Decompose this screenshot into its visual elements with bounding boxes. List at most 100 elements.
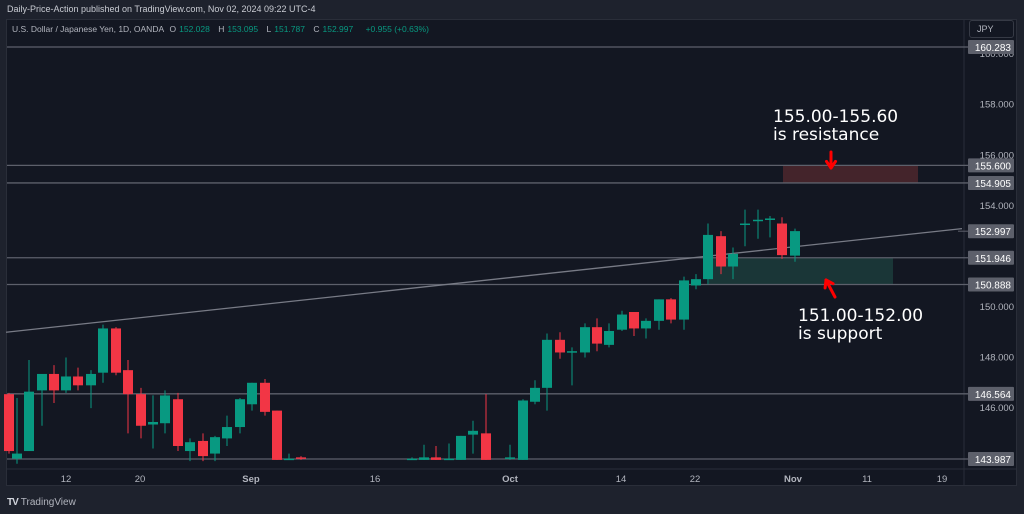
price-change: +0.955 (+0.63%) (365, 24, 429, 34)
bearish-candle[interactable] (481, 433, 491, 460)
price-level-label: 143.987 (975, 455, 1012, 466)
bullish-candle[interactable] (753, 219, 763, 222)
last-price-badge (968, 224, 1014, 239)
bullish-candle[interactable] (37, 373, 47, 391)
bullish-candle[interactable] (235, 399, 245, 428)
bullish-candle[interactable] (654, 299, 664, 321)
bullish-candle[interactable] (86, 373, 96, 386)
bullish-candle[interactable] (148, 421, 158, 425)
support-up-arrow-icon (824, 278, 837, 299)
bearish-candle[interactable] (296, 457, 306, 459)
bullish-candle[interactable] (12, 453, 22, 459)
bullish-candle[interactable] (24, 391, 34, 452)
ohlc-low: L 151.787 (266, 24, 305, 34)
bullish-candle[interactable] (185, 442, 195, 452)
bearish-candle[interactable] (198, 440, 208, 457)
price-tick-label: 150.000 (980, 302, 1014, 313)
tradingview-footer[interactable]: TV TradingView (7, 497, 76, 508)
bearish-candle[interactable] (136, 394, 146, 426)
price-level-label: 150.888 (975, 281, 1012, 292)
price-tick-label: 146.000 (980, 403, 1014, 414)
bullish-candle[interactable] (468, 430, 478, 435)
resistance-down-arrow-icon-head (824, 159, 838, 170)
support-up-arrow-icon-head (823, 278, 835, 290)
time-tick-label: 19 (937, 474, 948, 485)
bullish-candle[interactable] (790, 231, 800, 256)
publication-attribution: Daily-Price-Action published on TradingV… (7, 4, 316, 14)
bearish-candle[interactable] (555, 339, 565, 353)
last-price-label: 152.997 (975, 227, 1012, 238)
bullish-candle[interactable] (61, 376, 71, 391)
time-tick-label: 12 (61, 474, 72, 485)
price-level-badge (968, 158, 1014, 173)
price-level-badge (968, 250, 1014, 265)
bearish-candle[interactable] (431, 457, 441, 460)
price-level-label: 155.600 (975, 161, 1012, 172)
bearish-candle[interactable] (111, 328, 121, 373)
bullish-candle[interactable] (530, 387, 540, 402)
bullish-candle[interactable] (444, 458, 454, 461)
support-annotation: 151.00-152.00 is support (798, 306, 924, 344)
price-tick-label: 160.000 (980, 49, 1014, 60)
bullish-candle[interactable] (617, 314, 627, 330)
support-zone[interactable] (709, 257, 893, 285)
price-tick-label: 158.000 (980, 100, 1014, 111)
bullish-candle[interactable] (505, 457, 515, 459)
price-level-label: 151.946 (975, 254, 1012, 265)
ohlc-high: H 153.095 (218, 24, 259, 34)
bullish-candle[interactable] (691, 279, 701, 286)
price-level-label: 154.905 (975, 179, 1012, 190)
time-tick-label: Oct (502, 474, 519, 485)
trendline[interactable] (5, 227, 963, 333)
bullish-candle[interactable] (580, 327, 590, 353)
bearish-candle[interactable] (260, 382, 270, 412)
ohlc-close: C 152.997 (313, 24, 354, 34)
bullish-candle[interactable] (160, 395, 170, 424)
bearish-candle[interactable] (272, 410, 282, 460)
bullish-candle[interactable] (728, 253, 738, 267)
bearish-candle[interactable] (49, 373, 59, 391)
bearish-candle[interactable] (173, 399, 183, 446)
bullish-candle[interactable] (703, 234, 713, 280)
bullish-candle[interactable] (407, 458, 417, 461)
bullish-candle[interactable] (284, 458, 294, 461)
price-level-badge (968, 40, 1014, 54)
bullish-candle[interactable] (604, 330, 614, 345)
time-tick-label: 20 (135, 474, 146, 485)
price-level-badge (968, 175, 1014, 190)
time-tick-label: 11 (862, 474, 872, 485)
time-tick-label: 14 (616, 474, 627, 485)
bullish-candle[interactable] (210, 437, 220, 454)
bullish-candle[interactable] (98, 328, 108, 373)
bearish-candle[interactable] (73, 376, 83, 386)
bullish-candle[interactable] (740, 223, 750, 226)
bullish-candle[interactable] (542, 339, 552, 388)
bullish-candle[interactable] (518, 400, 528, 460)
bullish-candle[interactable] (456, 435, 466, 460)
bearish-candle[interactable] (716, 236, 726, 267)
currency-button[interactable]: JPY (969, 20, 1014, 38)
bearish-candle[interactable] (592, 327, 602, 344)
bearish-candle[interactable] (666, 299, 676, 320)
price-tick-label: 148.000 (980, 353, 1014, 364)
ohlc-open: O 152.028 (169, 24, 210, 34)
tradingview-logo-icon: TV (7, 497, 19, 508)
bullish-candle[interactable] (679, 280, 689, 320)
price-level-label: 146.564 (975, 390, 1012, 401)
symbol-title[interactable]: U.S. Dollar / Japanese Yen, 1D, OANDA (12, 24, 165, 34)
bullish-candle[interactable] (222, 427, 232, 439)
tradingview-brand: TradingView (20, 497, 76, 508)
bearish-candle[interactable] (777, 223, 787, 256)
bearish-candle[interactable] (629, 312, 639, 329)
price-level-label: 160.283 (975, 43, 1012, 54)
bearish-candle[interactable] (4, 394, 14, 452)
bullish-candle[interactable] (641, 320, 651, 329)
bullish-candle[interactable] (247, 382, 257, 405)
bearish-candle[interactable] (123, 370, 133, 395)
resistance-zone[interactable] (783, 165, 918, 183)
bullish-candle[interactable] (765, 218, 775, 220)
time-tick-label: 22 (690, 474, 701, 485)
bullish-candle[interactable] (567, 351, 577, 353)
bullish-candle[interactable] (419, 457, 429, 460)
